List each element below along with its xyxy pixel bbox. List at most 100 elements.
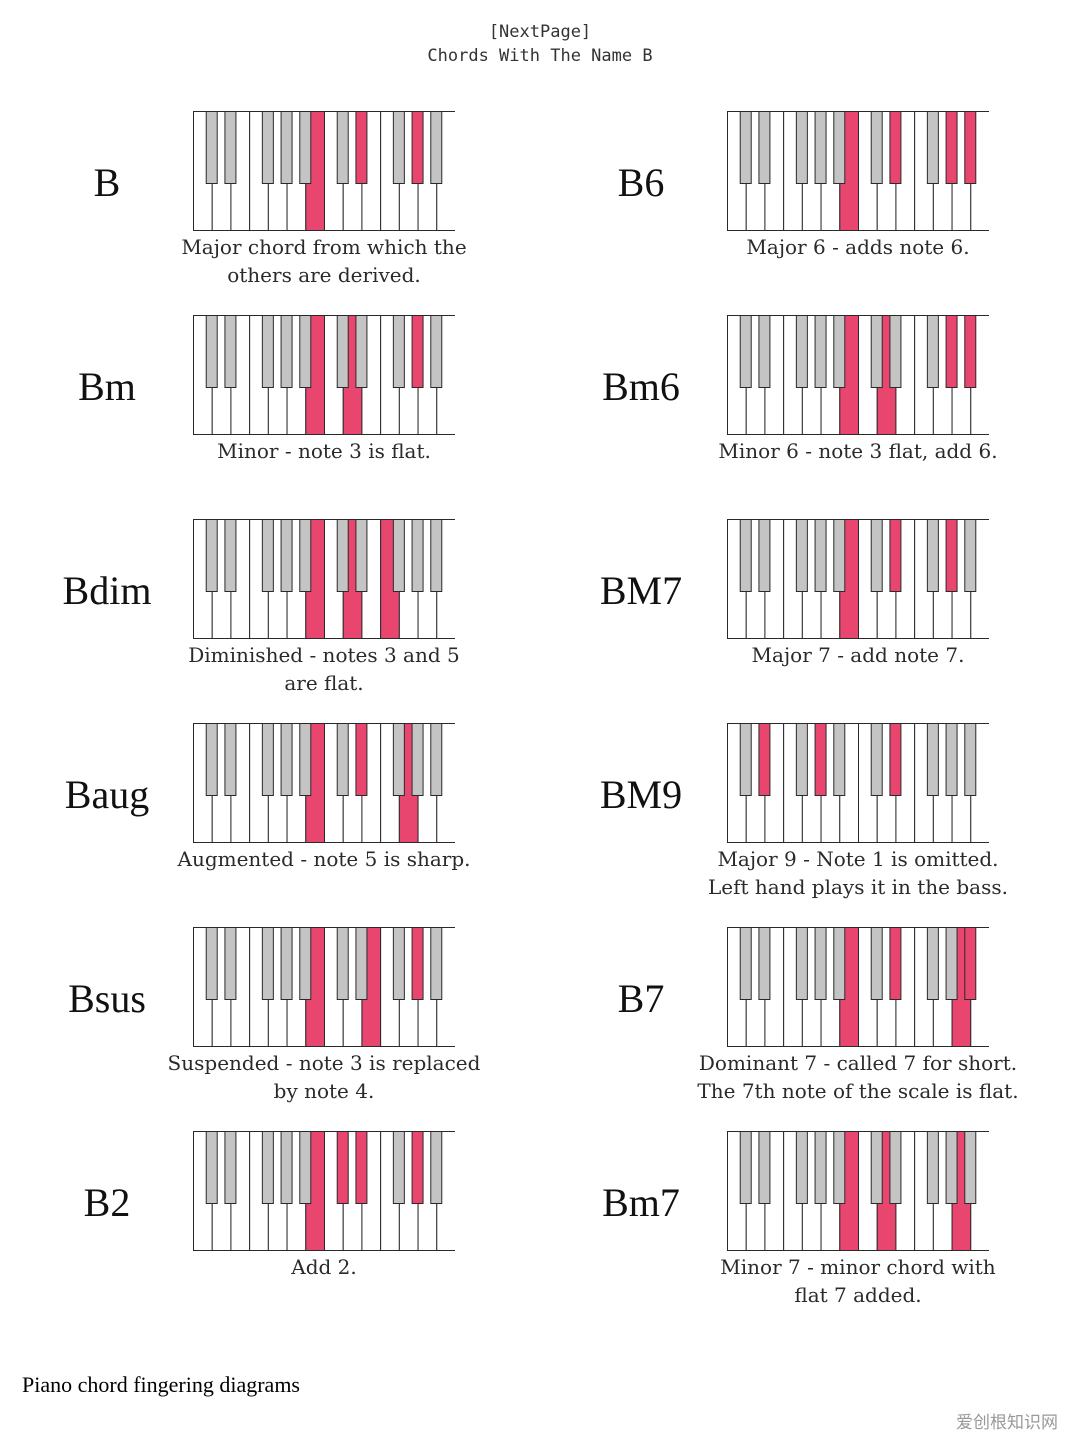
black-key bbox=[870, 723, 883, 796]
black-key-highlighted bbox=[758, 723, 771, 796]
black-key bbox=[945, 1131, 958, 1204]
chord-description-line: others are derived. bbox=[227, 263, 421, 287]
chord-block-bm7: BM7 Major 7 - add note 7. bbox=[534, 519, 1074, 723]
chord-name: Bm6 bbox=[602, 364, 680, 409]
black-key bbox=[205, 927, 218, 1000]
black-key bbox=[739, 927, 752, 1000]
chord-name: B2 bbox=[83, 1180, 131, 1225]
chord-description-line: flat 7 added. bbox=[794, 1283, 922, 1307]
black-key bbox=[795, 723, 808, 796]
black-key bbox=[814, 1131, 827, 1204]
chord-block-b6: B6 Major 6 - adds note 6. bbox=[534, 111, 1074, 315]
black-key bbox=[355, 927, 368, 1000]
header-title: Chords With The Name B bbox=[427, 46, 653, 66]
black-key bbox=[739, 315, 752, 388]
black-key bbox=[205, 111, 218, 184]
chord-description-line: Minor 6 - note 3 flat, add 6. bbox=[718, 439, 998, 463]
black-key-highlighted bbox=[355, 723, 368, 796]
chord-description-line: Augmented - note 5 is sharp. bbox=[177, 847, 471, 871]
chord-name: Bm7 bbox=[602, 1180, 680, 1225]
black-key-highlighted bbox=[945, 519, 958, 592]
black-key bbox=[889, 315, 902, 388]
black-key bbox=[814, 927, 827, 1000]
black-key bbox=[280, 927, 293, 1000]
black-key-highlighted bbox=[411, 111, 424, 184]
black-key-highlighted bbox=[411, 315, 424, 388]
black-key bbox=[430, 1131, 443, 1204]
black-key bbox=[833, 111, 846, 184]
black-key bbox=[758, 315, 771, 388]
keyboard-svg bbox=[727, 1131, 989, 1251]
chord-name: B7 bbox=[617, 976, 665, 1021]
black-key bbox=[299, 519, 312, 592]
keyboard-svg bbox=[727, 315, 989, 435]
keyboard-svg bbox=[727, 723, 989, 843]
chord-block-b7: B7 Dominant 7 - called 7 for short. The 7t… bbox=[534, 927, 1074, 1131]
black-key-highlighted bbox=[945, 111, 958, 184]
piano-keyboard-diagram bbox=[193, 111, 455, 231]
black-key bbox=[392, 723, 405, 796]
black-key bbox=[392, 927, 405, 1000]
chord-block-bm7: Bm7 Minor 7 - minor chord with flat 7 adde… bbox=[534, 1131, 1074, 1335]
black-key bbox=[224, 519, 237, 592]
black-key bbox=[739, 519, 752, 592]
black-key bbox=[795, 519, 808, 592]
black-key bbox=[280, 111, 293, 184]
black-key bbox=[299, 927, 312, 1000]
chord-description: Major 6 - adds note 6. bbox=[678, 233, 1038, 261]
black-key bbox=[964, 519, 977, 592]
black-key bbox=[430, 927, 443, 1000]
black-key bbox=[392, 1131, 405, 1204]
black-key bbox=[758, 111, 771, 184]
chord-description-line: The 7th note of the scale is flat. bbox=[697, 1079, 1019, 1103]
chord-description-line: Suspended - note 3 is replaced bbox=[167, 1051, 481, 1075]
black-key bbox=[299, 111, 312, 184]
black-key bbox=[926, 519, 939, 592]
chord-block-b2: B2 Add 2. bbox=[0, 1131, 540, 1335]
chord-description: Add 2. bbox=[144, 1253, 504, 1281]
chord-description-line: Major 6 - adds note 6. bbox=[746, 235, 970, 259]
black-key bbox=[261, 519, 274, 592]
keyboard-svg bbox=[193, 315, 455, 435]
piano-keyboard-diagram bbox=[193, 1131, 455, 1251]
black-key bbox=[430, 723, 443, 796]
black-key bbox=[299, 315, 312, 388]
black-key-highlighted bbox=[411, 927, 424, 1000]
black-key bbox=[205, 1131, 218, 1204]
black-key bbox=[224, 723, 237, 796]
black-key-highlighted bbox=[889, 111, 902, 184]
black-key bbox=[795, 927, 808, 1000]
black-key-highlighted bbox=[411, 1131, 424, 1204]
black-key bbox=[224, 315, 237, 388]
chord-name: Bsus bbox=[68, 976, 146, 1021]
keyboard-svg bbox=[193, 927, 455, 1047]
black-key bbox=[411, 723, 424, 796]
black-key bbox=[299, 1131, 312, 1204]
chord-description-line: Add 2. bbox=[291, 1255, 357, 1279]
black-key bbox=[758, 1131, 771, 1204]
black-key bbox=[280, 1131, 293, 1204]
keyboard-svg bbox=[727, 927, 989, 1047]
black-key bbox=[430, 111, 443, 184]
black-key-highlighted bbox=[964, 111, 977, 184]
black-key bbox=[205, 315, 218, 388]
chord-description-line: Minor 7 - minor chord with bbox=[720, 1255, 996, 1279]
keyboard-svg bbox=[193, 723, 455, 843]
black-key-highlighted bbox=[945, 315, 958, 388]
piano-keyboard-diagram bbox=[727, 315, 989, 435]
chord-name: B6 bbox=[617, 160, 665, 205]
black-key bbox=[261, 315, 274, 388]
black-key bbox=[392, 519, 405, 592]
black-key bbox=[758, 519, 771, 592]
black-key bbox=[833, 1131, 846, 1204]
black-key bbox=[411, 519, 424, 592]
black-key-highlighted bbox=[889, 723, 902, 796]
black-key bbox=[280, 519, 293, 592]
black-key bbox=[926, 111, 939, 184]
black-key bbox=[833, 927, 846, 1000]
black-key bbox=[261, 111, 274, 184]
black-key bbox=[795, 315, 808, 388]
piano-keyboard-diagram bbox=[727, 927, 989, 1047]
chord-description: Major 9 - Note 1 is omitted. Left hand pl… bbox=[678, 845, 1038, 901]
keyboard-svg bbox=[727, 519, 989, 639]
